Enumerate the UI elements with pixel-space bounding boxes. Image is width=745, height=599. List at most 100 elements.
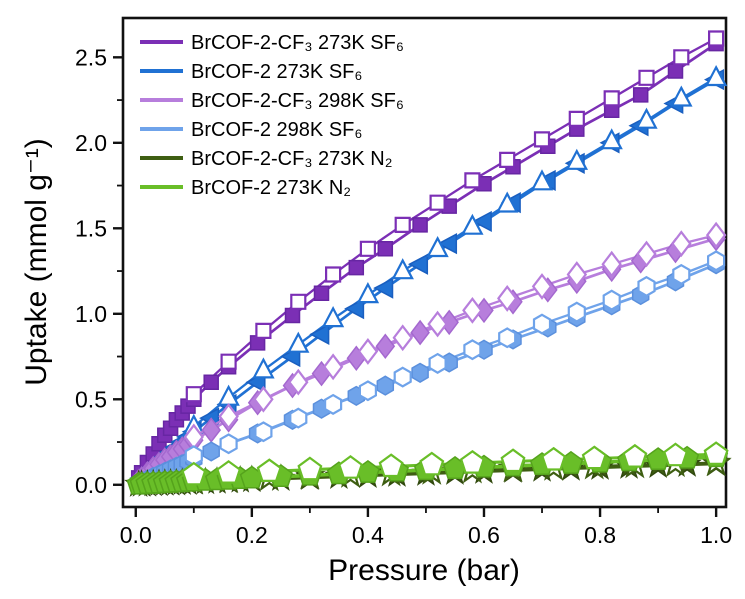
marker-desorption [428, 352, 447, 374]
marker-adsorption [411, 362, 429, 383]
marker-adsorption [412, 217, 428, 233]
series-5 [126, 441, 729, 495]
marker-desorption [461, 213, 484, 235]
marker-desorption [497, 284, 518, 312]
marker-desorption [252, 357, 275, 379]
marker-desorption [705, 221, 727, 249]
x-tick-label: 0.8 [584, 522, 616, 548]
marker-desorption [703, 441, 729, 465]
marker-desorption [288, 368, 309, 396]
marker-desorption [393, 366, 412, 388]
marker-desorption [637, 275, 656, 297]
marker-desorption [530, 169, 554, 191]
marker-desorption [603, 90, 620, 107]
marker-desorption [219, 433, 238, 455]
marker-desorption [325, 266, 342, 283]
marker-adsorption [284, 307, 301, 324]
y-tick-label: 1.5 [75, 215, 107, 241]
x-tick-label: 0.2 [236, 522, 268, 548]
marker-desorption [253, 385, 274, 413]
legend-item: BrCOF-2 298K SF₆ [140, 119, 362, 141]
marker-desorption [391, 258, 414, 280]
marker-desorption [496, 191, 519, 213]
legend-item-label: BrCOF-2-CF₃ 298K SF₆ [191, 90, 404, 112]
marker-desorption [321, 306, 345, 328]
marker-desorption [532, 313, 552, 335]
marker-desorption [704, 64, 728, 87]
marker-desorption [672, 263, 691, 285]
marker-adsorption [471, 210, 492, 233]
marker-desorption [297, 456, 323, 481]
marker-desorption [581, 445, 607, 470]
marker-adsorption [348, 259, 365, 276]
marker-desorption [671, 230, 692, 258]
marker-adsorption [376, 375, 395, 396]
y-tick-label: 1.0 [75, 301, 107, 327]
marker-desorption [322, 353, 344, 381]
marker-desorption [419, 451, 445, 476]
y-tick-label: 2.0 [75, 130, 107, 156]
marker-desorption [181, 461, 207, 486]
legend-item: BrCOF-2-CF₃ 298K SF₆ [140, 90, 404, 112]
marker-desorption [500, 448, 526, 473]
x-tick-label: 0.0 [120, 522, 152, 548]
marker-desorption [216, 460, 242, 484]
marker-desorption [670, 85, 693, 107]
marker-desorption [531, 273, 553, 300]
marker-desorption [394, 216, 411, 233]
marker-adsorption [667, 63, 684, 79]
legend-item: BrCOF-2 273K SF₆ [140, 61, 362, 83]
marker-desorption [638, 69, 655, 86]
marker-adsorption [203, 374, 219, 390]
marker-desorption [636, 240, 657, 268]
marker-desorption [462, 296, 483, 324]
marker-desorption [426, 235, 449, 258]
marker-adsorption [436, 233, 458, 255]
marker-adsorption [313, 285, 330, 302]
plot-frame [121, 16, 728, 509]
marker-adsorption [373, 277, 394, 299]
marker-desorption [600, 128, 623, 150]
marker-adsorption [202, 441, 220, 462]
marker-adsorption [309, 323, 330, 345]
marker-desorption [708, 30, 725, 47]
legend-item-label: BrCOF-2 273K SF₆ [191, 61, 362, 83]
marker-desorption [256, 458, 282, 482]
marker-desorption [601, 250, 622, 278]
marker-desorption [707, 250, 726, 272]
marker-desorption [463, 339, 482, 361]
marker-desorption [356, 282, 380, 304]
marker-desorption [289, 407, 308, 429]
marker-desorption [185, 386, 202, 403]
y-axis-title: Uptake (mmol g⁻¹) [20, 138, 53, 386]
marker-desorption [392, 324, 413, 352]
marker-adsorption [632, 87, 649, 103]
x-axis-title: Pressure (bar) [328, 554, 520, 587]
marker-desorption [622, 443, 648, 468]
marker-desorption [287, 331, 310, 353]
marker-desorption [541, 446, 567, 471]
marker-desorption [220, 353, 237, 370]
marker-desorption [499, 151, 516, 168]
marker-desorption [663, 442, 688, 467]
axes-layer: 0.0 0.2 0.4 0.6 0.8 1.0 0.0 0.5 1.0 1.5 2.0 2.5 [75, 16, 732, 548]
y-tick-label: 0.5 [75, 386, 107, 412]
marker-desorption [602, 289, 621, 311]
x-tick-label: 0.6 [468, 522, 500, 548]
legend-item: BrCOF-2-CF₃ 273K SF₆ [140, 32, 404, 54]
marker-adsorption [410, 319, 430, 346]
legend-item: BrCOF-2 273K N₂ [140, 177, 351, 199]
legend: BrCOF-2-CF₃ 273K SF₆ BrCOF-2 273K SF₆ BrCO… [140, 32, 404, 199]
marker-desorption [378, 453, 404, 478]
x-tick-label: 1.0 [700, 522, 732, 548]
marker-desorption [359, 240, 376, 257]
y-tick-label: 2.5 [75, 44, 107, 70]
marker-desorption [567, 301, 586, 323]
legend-item-label: BrCOF-2-CF₃ 273K N₂ [191, 148, 393, 170]
marker-desorption [566, 261, 588, 288]
marker-desorption [635, 107, 658, 129]
marker-desorption [218, 402, 239, 430]
marker-adsorption [375, 333, 396, 360]
legend-item-label: BrCOF-2-CF₃ 273K SF₆ [191, 32, 404, 54]
